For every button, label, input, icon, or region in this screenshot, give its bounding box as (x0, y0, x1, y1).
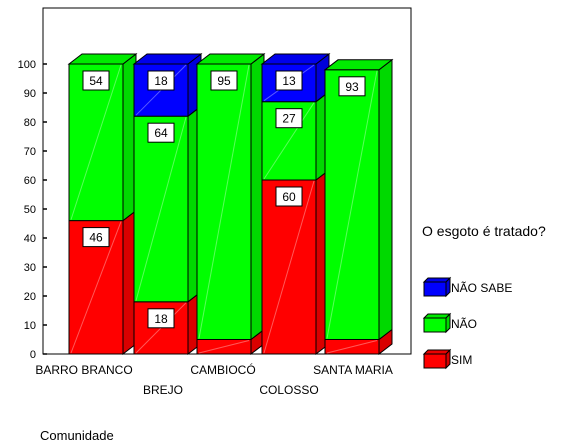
legend-swatch-side (445, 348, 451, 370)
bar-sheen (198, 64, 250, 339)
y-tick-label: 40 (24, 233, 36, 245)
x-axis-title: Comunidade (40, 428, 114, 441)
data-label: 13 (282, 74, 296, 88)
y-tick-label: 0 (30, 349, 36, 361)
y-tick-label: 60 (24, 175, 36, 187)
data-label-box (210, 70, 238, 91)
data-label-box (82, 227, 110, 248)
data-label: 64 (154, 126, 168, 140)
data-label-box (147, 308, 175, 329)
bar-front-face (196, 63, 252, 340)
data-label: 60 (282, 190, 296, 204)
bar-segment-sim (196, 328, 265, 356)
data-label-box (275, 70, 303, 91)
legend-swatch-side (445, 312, 451, 334)
bar-top-face (260, 53, 331, 65)
data-label: 18 (154, 74, 168, 88)
bar-sheen (70, 64, 122, 220)
bar-top-face (323, 59, 394, 71)
bar-segment-no: 64 (133, 105, 202, 303)
bar-sheen (326, 340, 378, 354)
bar-sheen (135, 117, 187, 301)
bar-segment-no: 95 (195, 52, 266, 341)
y-tick-label: 30 (24, 262, 36, 274)
legend-swatch (423, 353, 447, 369)
bar-segment-no: 27 (261, 90, 330, 182)
bar-sheen (263, 102, 315, 180)
legend-swatch (423, 317, 447, 333)
data-label: 93 (345, 80, 359, 94)
data-label-box (275, 186, 303, 207)
x-tick-label: BARRO BRANCO (35, 363, 132, 377)
data-label: 95 (217, 74, 231, 88)
data-label-box (147, 70, 175, 91)
y-tick-label: 90 (24, 88, 36, 100)
bar-sheen (326, 70, 378, 339)
bar-front-face (133, 115, 189, 303)
legend-label: NÃO (451, 317, 477, 331)
bar-segment-sim: 60 (261, 168, 330, 356)
data-label: 18 (154, 312, 168, 326)
legend-label: SIM (451, 353, 472, 367)
y-tick-label: 10 (24, 320, 36, 332)
legend-swatch (423, 281, 447, 297)
legend-label: NÃO SABE (451, 281, 512, 295)
bar-top-face (67, 53, 138, 65)
bar-segment-no: 93 (323, 58, 394, 341)
y-axis: 0 10 20 30 40 50 60 70 80 90 100 (18, 59, 47, 361)
bar-sheen (70, 221, 122, 354)
bar-segment-sim (324, 328, 393, 356)
data-label-box (338, 76, 366, 97)
y-tick-label: 70 (24, 146, 36, 158)
data-label-box (275, 108, 303, 129)
bar-segment-nosabe: 13 (260, 52, 331, 103)
x-tick-label: CAMBIOCÓ (190, 362, 255, 377)
legend-item: NÃO SABE (422, 276, 512, 298)
y-tick-label: 50 (24, 204, 36, 216)
bar-top-face (195, 53, 266, 65)
y-tick-label: 20 (24, 291, 36, 303)
bar-segment-sim: 18 (133, 290, 202, 356)
legend-item: NÃO (422, 312, 477, 334)
bar-segment-nosabe: 18 (132, 52, 203, 118)
bar-segment-sim: 46 (68, 209, 137, 356)
bar-front-face (324, 69, 380, 341)
legend-title: O esgoto é tratado? (422, 223, 546, 239)
x-axis: BARRO BRANCO BREJO CAMBIOCÓ COLOSSO SANTA MA… (35, 362, 393, 397)
data-label: 54 (89, 74, 103, 88)
data-label-box (82, 70, 110, 91)
bar-side-face (378, 58, 393, 341)
x-tick-label: BREJO (143, 383, 183, 397)
legend: O esgoto é tratado? NÃO SABE NÃO SIM (422, 223, 546, 370)
data-label: 27 (282, 112, 296, 126)
bars: 46 54 18 64 18 95 60 27 13 93 (67, 52, 394, 356)
legend-swatch-side (445, 276, 451, 298)
data-label-box (147, 122, 175, 143)
bar-front-face (261, 179, 317, 355)
bar-top-face (132, 53, 203, 65)
y-tick-label: 80 (24, 117, 36, 129)
bar-sheen (198, 340, 250, 354)
x-tick-label: COLOSSO (259, 383, 318, 397)
x-tick-label: SANTA MARIA (313, 363, 393, 377)
bar-segment-no: 54 (67, 52, 138, 222)
bar-sheen (263, 180, 315, 354)
legend-item: SIM (422, 348, 472, 370)
data-label: 46 (89, 231, 103, 245)
y-tick-label: 100 (18, 59, 36, 71)
